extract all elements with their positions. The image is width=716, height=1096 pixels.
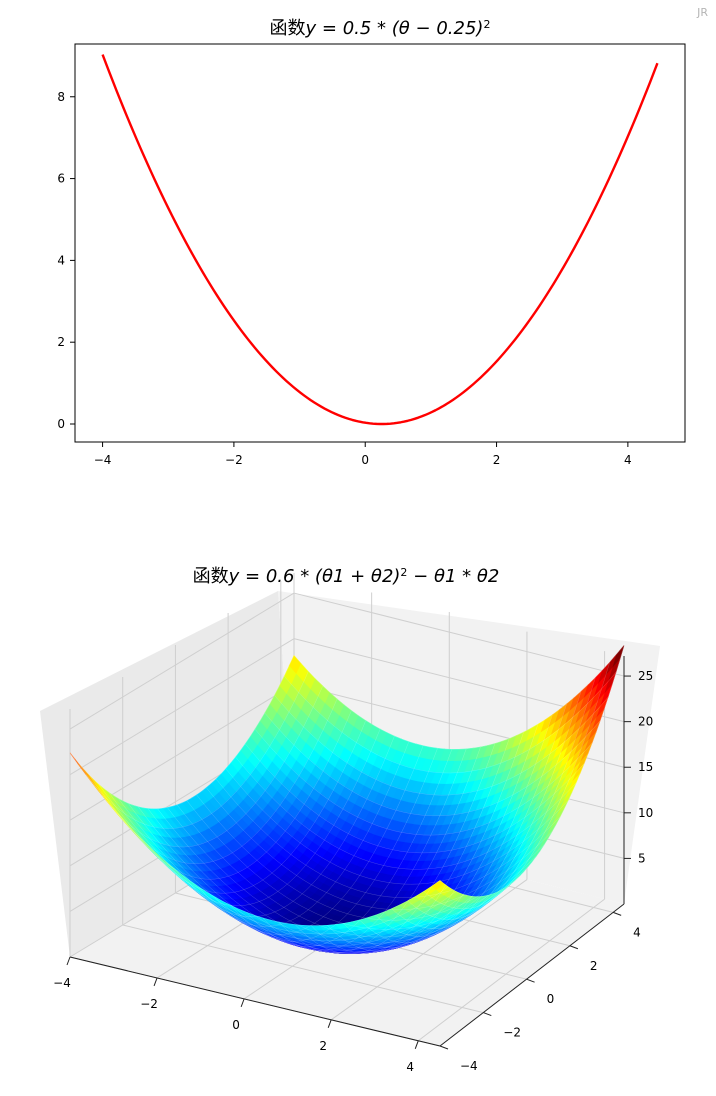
chart2-title-suffix: − θ1 * θ2 — [407, 566, 499, 587]
chart2-ztick-label: 20 — [638, 715, 653, 729]
chart2-xtick-label: 4 — [406, 1060, 414, 1074]
chart2-ztick-label: 10 — [638, 806, 653, 820]
chart2-gridline — [69, 592, 295, 730]
chart2-ytick-mark — [483, 1012, 492, 1017]
chart2-xtick-label: 2 — [319, 1039, 327, 1053]
chart2-ytick-mark — [526, 978, 535, 983]
chart2-gridline — [330, 879, 528, 1021]
chart2-ytick-label: 0 — [547, 992, 555, 1006]
chart2-ytick-mark — [439, 1045, 449, 1050]
chart1-xtick-label: 2 — [493, 453, 501, 467]
chart2-gridline — [417, 898, 605, 1042]
chart2-xtick-mark — [66, 956, 71, 966]
chart1-title-sup: 2 — [483, 18, 490, 31]
pane-left — [40, 591, 294, 957]
chart2-title-prefix: 函数 — [193, 566, 229, 587]
chart1-title: 函数y = 0.5 * (θ − 0.25)2 — [270, 18, 491, 40]
chart2-ytick-label: 2 — [590, 959, 598, 973]
chart1-series-line — [101, 54, 659, 426]
chart1-xtick-label: −2 — [225, 453, 243, 467]
chart2-xtick-label: −2 — [140, 997, 158, 1011]
chart1-ytick-label: 0 — [57, 417, 65, 431]
chart2-ytick-label: −2 — [503, 1026, 521, 1040]
chart2-title-formula: y = 0.6 * (θ1 + θ2) — [228, 566, 401, 587]
chart1-plot-frame — [74, 43, 686, 443]
chart2-title: 函数y = 0.6 * (θ1 + θ2)2 − θ1 * θ2 — [193, 566, 500, 588]
chart2-gridline — [293, 592, 625, 677]
chart2-xtick-label: 0 — [232, 1018, 240, 1032]
chart2-xtick-mark — [327, 1019, 332, 1028]
surface-chart: 函数y = 0.6 * (θ1 + θ2)2 − θ1 * θ2 −4−2024… — [40, 566, 660, 1074]
chart2-ytick-mark — [569, 945, 579, 950]
chart2-surface — [69, 645, 625, 954]
chart2-ztick-label: 25 — [638, 669, 653, 683]
chart1-ytick-label: 4 — [57, 253, 65, 267]
chart1-title-prefix: 函数 — [270, 18, 306, 39]
chart2-xtick-mark — [414, 1040, 419, 1049]
chart1-xtick-label: 4 — [624, 453, 632, 467]
chart2-gridline — [69, 638, 295, 776]
chart2-xtick-mark — [240, 998, 245, 1008]
chart1-ytick-label: 6 — [57, 172, 65, 186]
chart2-xtick-mark — [153, 977, 158, 987]
corner-watermark: JR — [697, 6, 708, 19]
chart2-ytick-label: 4 — [633, 925, 641, 939]
chart1-xtick-label: −4 — [94, 453, 112, 467]
chart1-axes: −4 −2 0 2 4 0 2 4 6 8 — [57, 90, 631, 467]
chart1-ytick-label: 2 — [57, 335, 65, 349]
chart2-xtick-label: −4 — [53, 976, 71, 990]
chart2-title-sup: 2 — [400, 566, 407, 579]
chart1-title-formula: y = 0.5 * (θ − 0.25) — [305, 18, 484, 39]
chart2-ztick-label: 15 — [638, 760, 653, 774]
chart1-ytick-label: 8 — [57, 90, 65, 104]
chart2-ytick-label: −4 — [460, 1059, 478, 1073]
chart2-ztick-label: 5 — [638, 851, 646, 865]
chart2-ytick-mark — [613, 911, 622, 916]
chart1-xtick-label: 0 — [361, 453, 369, 467]
chart2-gridline — [122, 924, 484, 1014]
